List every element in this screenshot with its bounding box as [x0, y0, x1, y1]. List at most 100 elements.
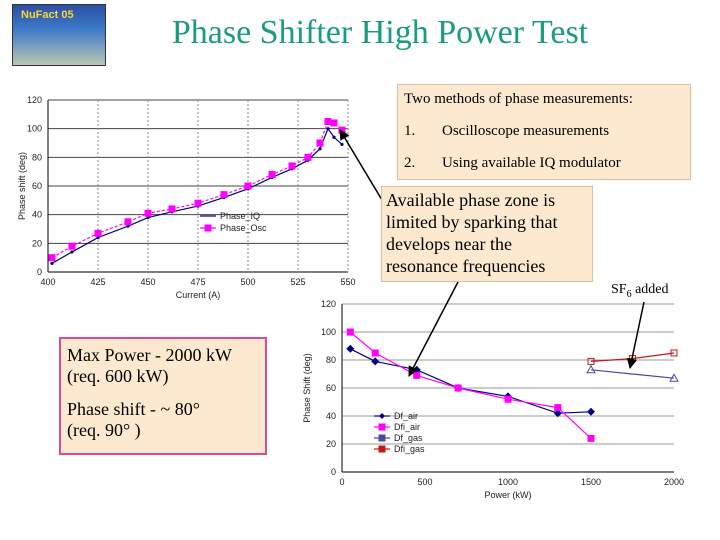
max-power-box: Max Power - 2000 kW (req. 600 kW) Phase … [59, 337, 267, 455]
data-point [48, 254, 56, 262]
data-point [371, 357, 380, 366]
y-tick-label: 80 [32, 152, 42, 162]
data-point [504, 395, 512, 403]
conference-logo: NuFact 05 [12, 4, 106, 66]
legend-marker [378, 445, 386, 453]
x-tick-label: 0 [339, 477, 344, 487]
arrow-to-sf6 [626, 301, 645, 370]
y-tick-label: 40 [326, 411, 336, 421]
data-point [587, 434, 595, 442]
legend-marker [379, 413, 385, 419]
data-point [371, 349, 379, 357]
y-tick-label: 120 [27, 95, 42, 105]
legend-label: Dfi_gas [394, 444, 425, 454]
data-point [586, 364, 596, 374]
x-tick-label: 450 [140, 277, 155, 287]
measurement-methods-box: Two methods of phase measurements: 1. Osc… [397, 84, 691, 180]
sf6-label: SF6 added [611, 282, 669, 300]
method-text: Oscilloscope measurements [442, 123, 610, 139]
y-tick-label: 120 [321, 299, 336, 309]
method-text: Using available IQ modulator [442, 155, 621, 171]
data-point [168, 205, 176, 213]
data-point [68, 242, 76, 250]
y-tick-label: 40 [32, 210, 42, 220]
method-item: 2. Using available IQ modulator [404, 155, 621, 172]
y-tick-label: 100 [321, 327, 336, 337]
y-tick-label: 80 [326, 355, 336, 365]
data-point [454, 384, 462, 392]
data-point [554, 404, 562, 412]
methods-heading: Two methods of phase measurements: [404, 91, 633, 107]
y-tick-label: 0 [331, 467, 336, 477]
series-line [590, 369, 675, 379]
data-point [318, 147, 322, 151]
logo-text: NuFact 05 [21, 9, 74, 21]
x-tick-label: 525 [290, 277, 305, 287]
arrow-to-bottom-chart [408, 281, 459, 377]
x-axis-label: Current (A) [176, 290, 221, 300]
phase-vs-power-chart: 0 20 40 60 80 100 120 0 500 1000 1500 2000 Power (kW… [302, 299, 684, 500]
data-point [587, 357, 595, 365]
x-tick-label: 1000 [498, 477, 518, 487]
slide-title: Phase Shifter High Power Test [171, 14, 589, 51]
legend-marker [204, 224, 212, 232]
x-tick-label: 425 [90, 277, 105, 287]
y-axis-label: Phase Shift (deg) [302, 353, 312, 423]
y-tick-label: 60 [32, 181, 42, 191]
data-point [288, 162, 296, 170]
y-tick-label: 20 [326, 439, 336, 449]
phase-zone-note: Available phase zone is limited by spark… [381, 186, 593, 282]
data-point [669, 373, 679, 382]
phase-vs-current-chart: 0 20 40 60 80 100 120 400 425 450 475 500 525 550 Curr… [17, 95, 356, 300]
method-number: 1. [404, 123, 416, 139]
max-power-line: Max Power - 2000 kW [67, 345, 232, 365]
arrow-to-top-chart [339, 129, 383, 201]
y-tick-label: 0 [37, 267, 42, 277]
legend-label: Dfi_air [394, 422, 420, 432]
x-axis-label: Power (kW) [485, 490, 532, 500]
legend-label: Phase_Osc [220, 223, 267, 233]
x-tick-label: 500 [417, 477, 432, 487]
legend-marker [378, 434, 386, 442]
data-point [268, 171, 276, 179]
legend-marker [378, 423, 386, 431]
data-point [332, 135, 336, 139]
x-tick-label: 2000 [664, 477, 684, 487]
data-point [144, 209, 152, 217]
data-point [326, 127, 330, 131]
legend-label: Phase_IQ [220, 211, 260, 221]
y-axis-label: Phase shift (deg) [17, 152, 27, 220]
max-power-req: (req. 600 kW) [67, 366, 169, 386]
data-point [70, 250, 74, 254]
data-point [50, 261, 54, 265]
data-point [316, 139, 324, 147]
data-point [587, 407, 595, 416]
x-tick-label: 400 [40, 277, 55, 287]
y-tick-label: 20 [32, 238, 42, 248]
x-tick-label: 500 [240, 277, 255, 287]
data-point [304, 153, 312, 161]
data-point [124, 218, 132, 226]
series-line [51, 120, 343, 259]
data-point [220, 191, 228, 199]
phase-shift-line: Phase shift - ~ 80° [67, 399, 200, 419]
data-point [670, 349, 678, 357]
legend-label: Df_air [394, 411, 418, 421]
y-tick-label: 60 [326, 383, 336, 393]
data-point [146, 215, 150, 220]
data-point [553, 409, 562, 418]
data-point [194, 199, 202, 207]
series-line [51, 127, 343, 264]
x-tick-label: 550 [340, 277, 355, 287]
method-number: 2. [404, 155, 416, 171]
data-point [244, 182, 252, 190]
data-point [346, 328, 354, 336]
x-tick-label: 475 [190, 277, 205, 287]
data-point [340, 142, 344, 147]
data-point [330, 119, 338, 127]
data-point [346, 344, 355, 353]
x-tick-label: 1500 [581, 477, 601, 487]
y-tick-label: 100 [27, 124, 42, 134]
phase-shift-req: (req. 90° ) [67, 420, 141, 440]
